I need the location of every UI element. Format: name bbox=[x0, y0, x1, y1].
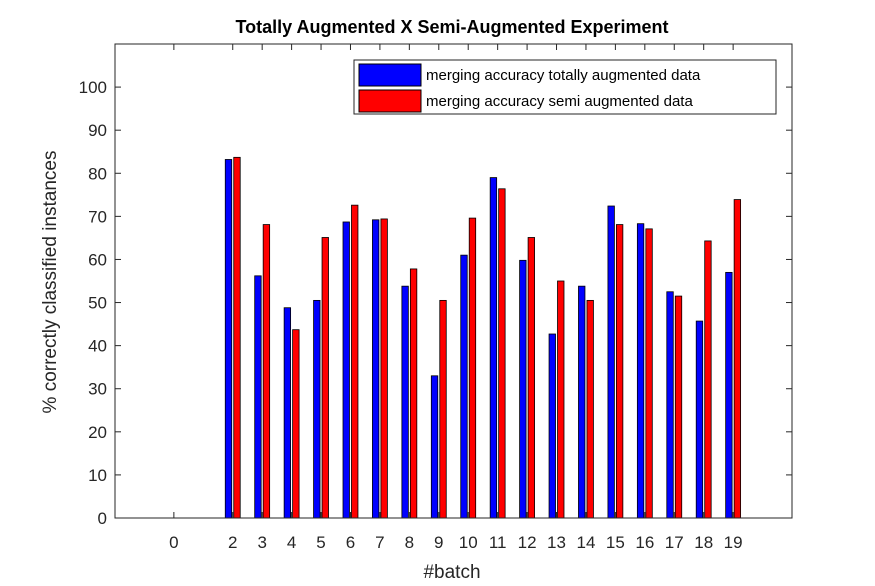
x-tick-label-13: 13 bbox=[547, 533, 566, 552]
y-tick-label-40: 40 bbox=[88, 337, 107, 356]
y-tick-label-60: 60 bbox=[88, 250, 107, 269]
bar-semi-batch-5 bbox=[321, 237, 329, 519]
x-tick-label-12: 12 bbox=[518, 533, 537, 552]
y-tick-label-10: 10 bbox=[88, 466, 107, 485]
x-tick-label-4: 4 bbox=[287, 533, 296, 552]
x-tick-label-16: 16 bbox=[635, 533, 654, 552]
bar-semi-batch-12 bbox=[527, 237, 535, 519]
bar-totally-batch-6 bbox=[342, 221, 350, 519]
bar-semi-batch-16 bbox=[645, 228, 653, 519]
bar-semi-batch-14 bbox=[586, 299, 594, 519]
bar-totally-batch-7 bbox=[372, 219, 380, 519]
bar-semi-batch-19 bbox=[733, 199, 742, 519]
bar-totally-batch-11 bbox=[489, 177, 498, 519]
bar-totally-batch-14 bbox=[578, 285, 586, 519]
bar-totally-batch-16 bbox=[636, 223, 645, 519]
y-tick-label-100: 100 bbox=[79, 78, 107, 97]
bar-totally-batch-9 bbox=[430, 375, 439, 519]
x-tick-label-6: 6 bbox=[346, 533, 355, 552]
x-tick-label-17: 17 bbox=[665, 533, 684, 552]
x-tick-label-9: 9 bbox=[434, 533, 443, 552]
legend-label-semi: merging accuracy semi augmented data bbox=[426, 93, 693, 110]
x-tick-label-11: 11 bbox=[489, 533, 507, 552]
bar-semi-batch-10 bbox=[468, 217, 477, 519]
bar-totally-batch-8 bbox=[401, 285, 409, 519]
bar-semi-batch-8 bbox=[409, 268, 418, 519]
bar-semi-batch-11 bbox=[498, 188, 506, 519]
y-tick-label-70: 70 bbox=[88, 207, 107, 226]
bar-semi-batch-2 bbox=[233, 156, 241, 519]
bar-totally-batch-10 bbox=[460, 254, 468, 519]
bar-semi-batch-13 bbox=[557, 280, 565, 519]
chart-title: Totally Augmented X Semi-Augmented Exper… bbox=[235, 17, 668, 37]
x-tick-label-19: 19 bbox=[724, 533, 743, 552]
bar-semi-batch-6 bbox=[351, 204, 359, 519]
y-axis-label: % correctly classified instances bbox=[40, 151, 61, 414]
bar-semi-batch-7 bbox=[380, 218, 388, 519]
legend-box bbox=[353, 59, 777, 115]
x-tick-label-0: 0 bbox=[169, 533, 178, 552]
legend: merging accuracy totally augmented data … bbox=[353, 59, 777, 115]
legend-swatch-totally bbox=[358, 63, 422, 87]
x-tick-label-3: 3 bbox=[257, 533, 266, 552]
bar-totally-batch-4 bbox=[283, 307, 292, 519]
bar-semi-batch-15 bbox=[615, 224, 624, 519]
bar-semi-batch-4 bbox=[292, 329, 300, 519]
bar-semi-batch-9 bbox=[439, 299, 447, 519]
x-tick-label-14: 14 bbox=[576, 533, 595, 552]
bars-group bbox=[224, 156, 742, 519]
plot-frame bbox=[114, 43, 793, 519]
bar-totally-batch-13 bbox=[548, 333, 556, 519]
bar-totally-batch-18 bbox=[695, 320, 704, 519]
y-tick-label-90: 90 bbox=[88, 121, 107, 140]
y-tick-label-80: 80 bbox=[88, 164, 107, 183]
x-tick-label-8: 8 bbox=[405, 533, 414, 552]
bar-totally-batch-2 bbox=[224, 159, 233, 519]
x-axis: 0 2 3 4 5 6 7 8 9 10 11 12 13 14 15 16 17 18 19 bbox=[169, 44, 743, 552]
legend-swatch-semi bbox=[358, 89, 422, 113]
x-axis-label: #batch bbox=[423, 562, 480, 583]
bar-totally-batch-5 bbox=[313, 299, 321, 519]
bar-semi-batch-18 bbox=[704, 240, 712, 519]
y-tick-label-0: 0 bbox=[98, 509, 107, 528]
bar-semi-batch-17 bbox=[674, 295, 683, 519]
bar-totally-batch-15 bbox=[607, 205, 615, 519]
x-tick-label-15: 15 bbox=[606, 533, 625, 552]
y-tick-label-20: 20 bbox=[88, 423, 107, 442]
x-tick-label-18: 18 bbox=[694, 533, 713, 552]
y-tick-label-50: 50 bbox=[88, 294, 107, 313]
x-tick-label-2: 2 bbox=[228, 533, 237, 552]
bar-totally-batch-12 bbox=[519, 259, 527, 519]
y-axis: 0 10 20 30 40 50 60 70 80 90 100 bbox=[79, 78, 792, 528]
x-tick-label-5: 5 bbox=[316, 533, 325, 552]
bar-totally-batch-3 bbox=[254, 275, 262, 519]
x-tick-label-10: 10 bbox=[459, 533, 478, 552]
bar-totally-batch-19 bbox=[725, 271, 733, 519]
y-tick-label-30: 30 bbox=[88, 380, 107, 399]
legend-label-totally: merging accuracy totally augmented data bbox=[426, 67, 701, 84]
x-tick-label-7: 7 bbox=[375, 533, 384, 552]
plot-area bbox=[115, 44, 792, 518]
bar-totally-batch-17 bbox=[666, 291, 674, 519]
bar-semi-batch-3 bbox=[262, 224, 271, 519]
